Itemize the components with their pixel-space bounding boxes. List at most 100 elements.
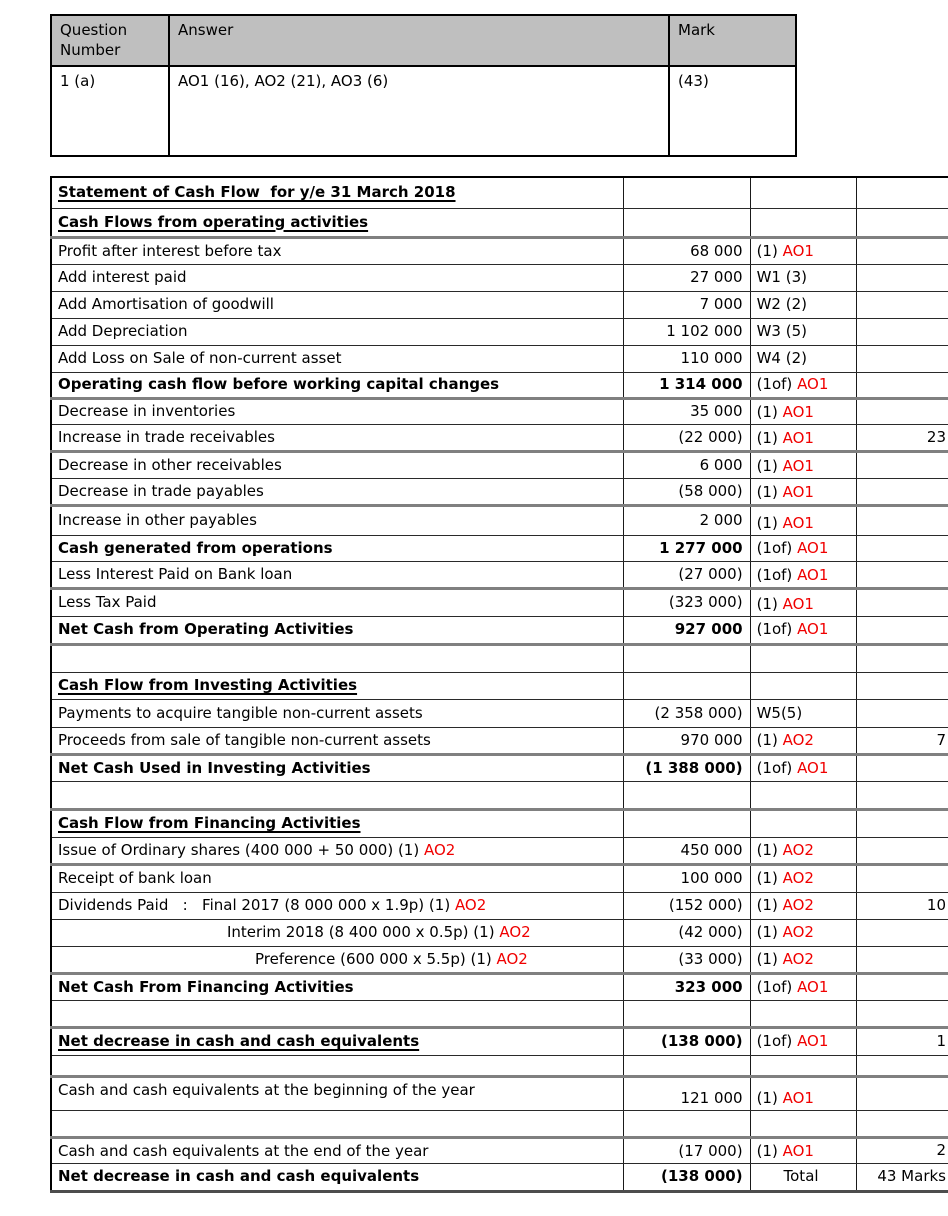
table-row: Interim 2018 (8 400 000 x 0.5p) (1) AO2(… (50, 919, 948, 947)
amount-cell: (138 000) (622, 1027, 751, 1056)
mark-annotation-cell: (1of) AO1 (749, 973, 856, 1001)
marks-subtotal-cell (855, 535, 948, 562)
marks-subtotal-cell: 10 (855, 892, 948, 920)
mark-annotation-cell: (1) AO2 (749, 946, 856, 975)
marks-subtotal-cell (855, 398, 948, 425)
description-cell: Net decrease in cash and cash equivalent… (50, 1027, 624, 1056)
marks-subtotal-cell: 7 (855, 727, 948, 756)
description-cell: Decrease in other receivables (50, 451, 624, 479)
mark-annotation-cell: (1of) AO1 (749, 616, 856, 646)
description-cell: Cash Flow from Financing Activities (50, 809, 624, 838)
description-cell (50, 1000, 624, 1029)
question-number-value: 1 (a) (50, 64, 170, 157)
marks-subtotal-cell (855, 505, 948, 536)
amount-cell: (17 000) (622, 1137, 751, 1164)
mark-annotation-cell: (1) AO2 (749, 727, 856, 756)
description-cell: Proceeds from sale of tangible non-curre… (50, 727, 624, 756)
mark-annotation-cell: (1) AO2 (749, 864, 856, 893)
description-cell: Net Cash Used in Investing Activities (50, 754, 624, 782)
mark-annotation-cell: W4 (2) (749, 345, 856, 373)
description-cell: Net Cash From Financing Activities (50, 973, 624, 1001)
mark-annotation-cell: (1) AO2 (749, 837, 856, 866)
table-row: Cash and cash equivalents at the end of … (50, 1137, 948, 1164)
table-row: Issue of Ordinary shares (400 000 + 50 0… (50, 837, 948, 866)
mark-value: (43) (668, 64, 797, 157)
amount-cell: (42 000) (622, 919, 751, 947)
amount-cell (622, 809, 751, 838)
marks-subtotal-cell: 23 (855, 424, 948, 453)
mark-annotation-cell: W5(5) (749, 699, 856, 728)
table-row: Decrease in other receivables 6 000 (1) AO… (50, 451, 948, 479)
table-row: Operating cash flow before working capit… (50, 372, 948, 400)
table-row: Proceeds from sale of tangible non-curre… (50, 727, 948, 756)
amount-cell: 1 314 000 (622, 372, 751, 400)
table-row (50, 1000, 948, 1029)
mark-annotation-cell: (1) AO1 (749, 1137, 856, 1164)
marks-subtotal-cell (855, 208, 948, 239)
mark-annotation-cell (749, 1000, 856, 1029)
amount-cell: 970 000 (622, 727, 751, 756)
mark-annotation-cell (749, 644, 856, 673)
amount-cell (622, 781, 751, 811)
description-cell: Statement of Cash Flow for y/e 31 March … (50, 177, 624, 209)
amount-cell (622, 1000, 751, 1029)
description-cell: Net decrease in cash and cash equivalent… (50, 1163, 624, 1192)
amount-cell: 2 000 (622, 505, 751, 536)
table-row: Dividends Paid : Final 2017 (8 000 000 x… (50, 892, 948, 920)
amount-cell (622, 1055, 751, 1078)
description-cell: Profit after interest before tax (50, 237, 624, 265)
mark-annotation-cell (749, 781, 856, 811)
description-cell: Add Loss on Sale of non-current asset (50, 345, 624, 373)
description-cell: Cash Flow from Investing Activities (50, 672, 624, 700)
amount-cell: (152 000) (622, 892, 751, 920)
description-cell: Receipt of bank loan (50, 864, 624, 893)
marks-subtotal-cell (855, 672, 948, 700)
table-row: Add interest paid 27 000 W1 (3) (50, 264, 948, 292)
mark-annotation-cell: (1) AO1 (749, 1076, 856, 1111)
table-row (50, 1055, 948, 1078)
marks-subtotal-cell (855, 1055, 948, 1078)
marks-subtotal-cell (855, 809, 948, 838)
table-row (50, 644, 948, 673)
amount-cell: 450 000 (622, 837, 751, 866)
description-cell: Less Interest Paid on Bank loan (50, 561, 624, 590)
amount-cell: 100 000 (622, 864, 751, 893)
answer-header: Answer (168, 14, 670, 67)
amount-cell: 1 102 000 (622, 318, 751, 346)
mark-annotation-cell: (1of) AO1 (749, 535, 856, 562)
mark-annotation-cell: (1) AO2 (749, 919, 856, 947)
amount-cell (622, 177, 751, 209)
description-cell: Issue of Ordinary shares (400 000 + 50 0… (50, 837, 624, 866)
table-row: Less Tax Paid (323 000) (1) AO1 (50, 588, 948, 617)
description-cell: Operating cash flow before working capit… (50, 372, 624, 400)
description-cell (50, 644, 624, 673)
description-cell: Add Depreciation (50, 318, 624, 346)
table-row: Increase in trade receivables (22 000) (1)… (50, 424, 948, 453)
marks-subtotal-cell (855, 946, 948, 975)
table-row: Decrease in trade payables (58 000) (1) AO… (50, 478, 948, 507)
marks-subtotal-cell (855, 451, 948, 479)
marks-subtotal-cell (855, 561, 948, 590)
mark-annotation-cell (749, 672, 856, 700)
mark-annotation-cell: (1) AO1 (749, 398, 856, 425)
amount-cell: (323 000) (622, 588, 751, 617)
amount-cell (622, 1110, 751, 1139)
table-row: Preference (600 000 x 5.5p) (1) AO2 (33 0… (50, 946, 948, 975)
amount-cell: 68 000 (622, 237, 751, 265)
marks-subtotal-cell (855, 837, 948, 866)
table-row: Cash Flow from Investing Activities (50, 672, 948, 700)
description-cell: Less Tax Paid (50, 588, 624, 617)
marks-subtotal-cell (855, 616, 948, 646)
table-row: Profit after interest before tax 68 000 (1… (50, 237, 948, 265)
cash-flow-statement-table: Statement of Cash Flow for y/e 31 March … (50, 176, 948, 1193)
amount-cell (622, 672, 751, 700)
table-row (50, 781, 948, 811)
amount-cell (622, 208, 751, 239)
table-row: Cash Flow from Financing Activities (50, 809, 948, 838)
amount-cell: 1 277 000 (622, 535, 751, 562)
marks-subtotal-cell (855, 864, 948, 893)
description-cell (50, 1110, 624, 1139)
amount-cell: (33 000) (622, 946, 751, 975)
marks-subtotal-cell (855, 237, 948, 265)
